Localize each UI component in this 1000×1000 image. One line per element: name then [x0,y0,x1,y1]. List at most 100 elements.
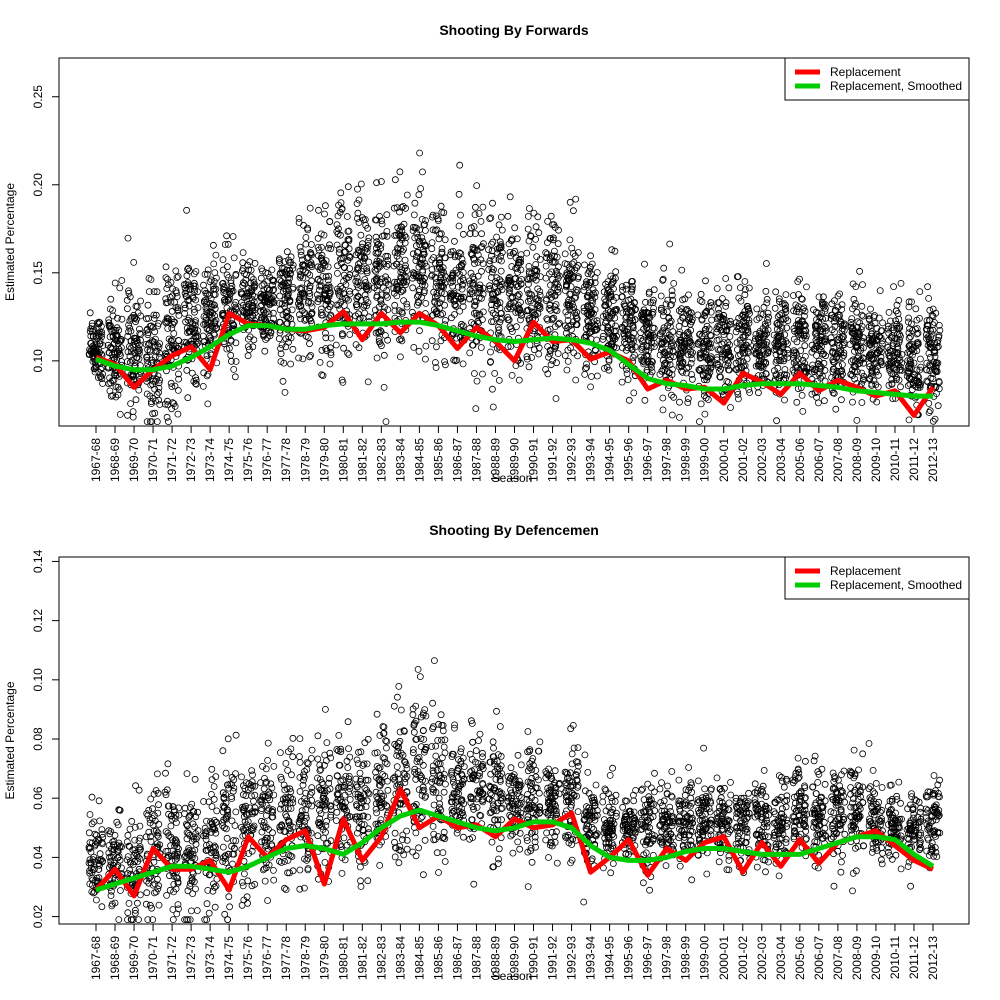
data-point [143,418,151,426]
data-point [270,299,278,307]
x-tick-label: 1994-95 [603,438,617,482]
data-point [94,331,102,339]
data-point [322,329,329,337]
data-point [725,378,732,386]
data-point [299,274,307,282]
point-cloud [85,657,944,923]
data-point [142,833,150,841]
data-point [182,281,190,288]
data-point [147,398,155,406]
data-point [853,308,861,316]
data-point [391,307,399,315]
x-tick-label: 1985-86 [431,438,445,482]
data-point [155,901,163,909]
data-point [318,371,326,379]
data-point [296,759,304,766]
data-point [282,309,290,316]
data-point [890,283,897,291]
data-point [459,230,467,238]
data-point [327,311,335,319]
data-point [109,306,116,314]
y-axis-label: Estimated Percentage [3,183,17,301]
data-point [523,286,531,294]
data-point [337,199,345,207]
data-point [143,353,150,361]
data-point [276,749,284,756]
data-point [676,398,683,406]
data-point [355,260,362,268]
data-point [588,373,595,380]
data-point [360,303,368,311]
data-point [353,265,361,272]
data-point [771,304,779,312]
data-point [95,797,103,805]
data-point [847,357,855,365]
data-point [905,416,913,424]
data-point [593,269,601,276]
data-point [353,281,361,289]
x-tick-label: 1992-93 [565,438,579,482]
data-point [391,301,399,309]
data-point [698,298,706,306]
data-point [352,251,360,259]
data-point [605,357,613,365]
data-point [381,303,388,311]
data-point [923,366,930,374]
data-point [230,365,238,373]
data-point [270,876,278,884]
data-point [124,909,132,917]
data-point [296,788,304,795]
data-point [111,279,119,287]
x-tick-label: 1995-96 [622,438,636,482]
data-point [876,287,884,295]
data-point [344,349,352,357]
data-point [491,369,499,377]
data-point [801,342,809,350]
data-point [180,281,188,288]
data-point [228,282,236,290]
data-point [422,342,430,350]
data-point [244,261,252,269]
data-point [232,303,240,311]
data-point [136,346,143,354]
data-point [525,363,533,371]
data-point [126,324,134,332]
data-point [155,319,163,327]
data-point [219,747,227,755]
data-point [334,262,341,270]
data-point [856,267,863,275]
data-point [403,191,411,199]
data-point [306,289,314,297]
data-point [849,398,856,406]
data-point [118,277,126,284]
data-point [532,235,539,243]
data-point [123,296,131,304]
data-point [587,252,594,260]
data-point [163,314,171,322]
data-point [619,286,626,294]
data-point [684,395,692,403]
data-point [327,349,335,356]
data-point [885,308,893,316]
data-point [478,267,485,275]
x-tick-label: 2012-13 [926,438,940,482]
data-point [203,270,211,278]
data-point [398,223,406,231]
data-point [229,860,236,868]
data-point [193,907,201,914]
data-point [835,362,842,370]
data-point [441,236,449,244]
data-point [356,259,364,267]
data-point [240,896,248,904]
data-point [170,400,178,408]
data-point [537,273,544,281]
data-point [108,887,115,895]
data-point [162,295,170,303]
data-point [314,252,322,260]
data-point [211,318,219,326]
y-tick-label: 0.10 [31,349,45,373]
data-point [261,298,269,306]
data-point [815,399,822,407]
data-point [295,303,303,310]
data-point [183,770,191,777]
